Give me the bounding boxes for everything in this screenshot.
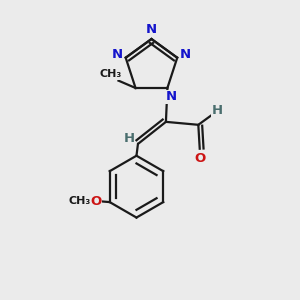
Text: N: N bbox=[146, 23, 157, 36]
Text: N: N bbox=[166, 90, 177, 103]
Text: O: O bbox=[90, 195, 101, 208]
Text: O: O bbox=[194, 152, 206, 165]
Text: CH₃: CH₃ bbox=[68, 196, 91, 206]
Text: N: N bbox=[180, 48, 191, 61]
Text: H: H bbox=[124, 132, 135, 145]
Text: CH₃: CH₃ bbox=[100, 69, 122, 79]
Text: N: N bbox=[112, 48, 123, 61]
Text: H: H bbox=[211, 103, 222, 117]
